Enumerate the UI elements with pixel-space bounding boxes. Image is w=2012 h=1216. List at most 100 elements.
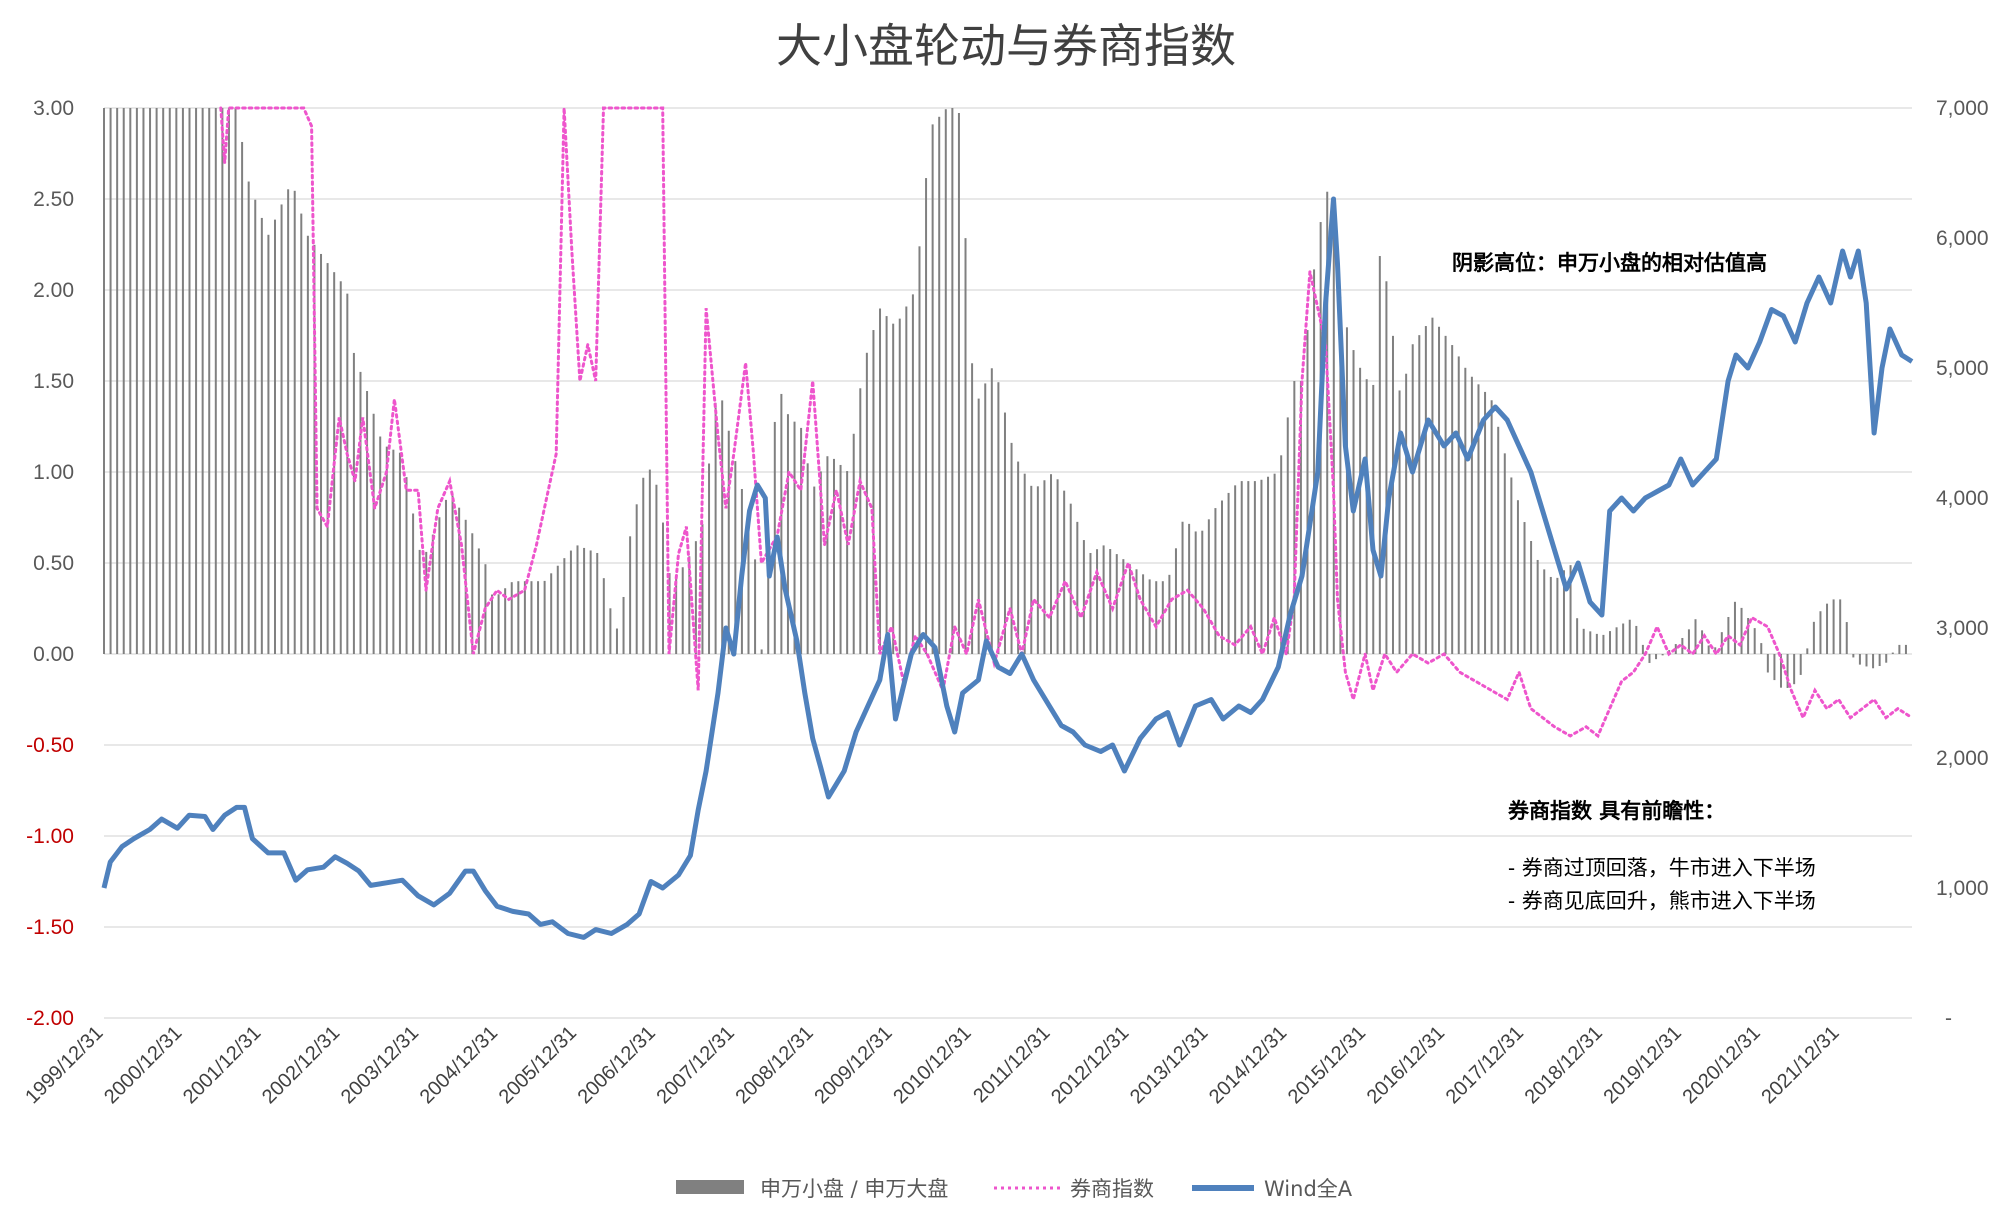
ratio-bar — [1747, 618, 1750, 654]
ratio-bar — [767, 535, 770, 654]
ratio-bar — [1503, 453, 1506, 654]
ratio-bar — [1839, 599, 1842, 654]
ratio-bar — [1385, 281, 1388, 654]
ratio-bar — [1240, 481, 1243, 654]
ratio-bar — [425, 551, 428, 654]
ratio-bar — [313, 244, 316, 654]
ratio-bar — [615, 628, 618, 654]
ratio-bar — [813, 486, 816, 654]
gridlines — [104, 107, 1912, 1019]
ratio-bar — [898, 318, 901, 654]
ratio-bar — [1076, 521, 1079, 654]
ratio-bar — [1168, 574, 1171, 654]
ratio-bar — [734, 461, 737, 654]
ratio-bar — [1451, 345, 1454, 654]
ratio-bar — [1766, 654, 1769, 673]
left-tick-label: -2.00 — [26, 1007, 74, 1030]
ratio-bar — [398, 452, 401, 654]
ratio-bar — [1056, 479, 1059, 654]
right-tick-label: 1,000 — [1936, 877, 1989, 900]
ratio-bars — [103, 108, 1907, 688]
x-tick-label: 2003/12/31 — [337, 1022, 423, 1108]
ratio-bar — [1339, 296, 1342, 654]
ratio-bar — [1898, 644, 1901, 654]
ratio-bar — [1372, 384, 1375, 654]
ratio-bar — [1786, 654, 1789, 688]
ratio-bar — [1753, 628, 1756, 654]
ratio-bar — [1562, 570, 1565, 654]
ratio-bar — [655, 484, 658, 654]
right-tick-label: 6,000 — [1936, 227, 1989, 250]
ratio-bar — [1326, 191, 1329, 654]
ratio-bar — [1602, 634, 1605, 654]
ratio-bar — [116, 108, 119, 654]
right-tick-label: 2,000 — [1936, 747, 1989, 770]
ratio-bar — [1280, 455, 1283, 654]
ratio-bar — [859, 388, 862, 654]
ratio-bar — [122, 108, 125, 654]
ratio-bar — [300, 213, 303, 654]
ratio-bar — [1655, 654, 1658, 660]
ratio-bar — [596, 552, 599, 654]
wind-all-a-line — [101, 196, 1914, 940]
ratio-bar — [1122, 559, 1125, 654]
ratio-bar — [879, 308, 882, 654]
right-axis-ticks: 7,000 6,000 5,000 4,000 3,000 2,000 1,000 - — [1936, 97, 1989, 1030]
right-tick-label: 7,000 — [1936, 97, 1989, 120]
ratio-bar — [1201, 530, 1204, 654]
x-tick-label: 2014/12/31 — [1205, 1022, 1291, 1108]
left-axis-ticks: 3.00 2.50 2.00 1.50 1.00 0.50 0.00 -0.50 -1.00 -1… — [26, 97, 74, 1030]
ratio-bar — [412, 513, 415, 654]
note-mid-line2: - 券商见底回升，熊市进入下半场 — [1508, 889, 1816, 913]
ratio-bar — [1615, 627, 1618, 654]
x-tick-label: 2001/12/31 — [179, 1022, 265, 1108]
ratio-bar — [1641, 644, 1644, 654]
ratio-bar — [306, 235, 309, 655]
ratio-bar — [925, 178, 928, 654]
ratio-bar — [1885, 654, 1888, 663]
ratio-bar — [1431, 317, 1434, 654]
ratio-bar — [1694, 619, 1697, 654]
left-tick-label: 2.50 — [33, 188, 74, 211]
ratio-bar — [1438, 326, 1441, 654]
left-tick-label: 0.50 — [33, 552, 74, 575]
ratio-bar — [379, 436, 382, 654]
broker-index-series — [219, 106, 1914, 739]
x-tick-label: 2005/12/31 — [495, 1022, 581, 1108]
ratio-bar — [451, 495, 454, 654]
ratio-bar — [346, 293, 349, 654]
ratio-bar — [1378, 256, 1381, 654]
ratio-bar — [1484, 391, 1487, 654]
ratio-bar — [1510, 477, 1513, 654]
ratio-bar — [786, 414, 789, 654]
ratio-bar — [530, 581, 533, 654]
ratio-bar — [366, 391, 369, 654]
ratio-bar — [201, 108, 204, 654]
ratio-bar — [497, 594, 500, 654]
ratio-bar — [550, 573, 553, 654]
ratio-bar — [1806, 648, 1809, 654]
ratio-bar — [1253, 481, 1256, 654]
ratio-bar — [918, 246, 921, 654]
x-tick-label: 2012/12/31 — [1047, 1022, 1133, 1108]
ratio-bar — [1464, 367, 1467, 654]
ratio-bar — [339, 281, 342, 654]
ratio-bar — [1299, 381, 1302, 654]
ratio-bar — [642, 477, 645, 654]
ratio-bar — [392, 449, 395, 654]
ratio-bar — [1267, 476, 1270, 654]
ratio-bar — [1155, 581, 1158, 654]
ratio-bar — [1286, 417, 1289, 654]
ratio-bar — [1273, 473, 1276, 654]
ratio-bar — [168, 108, 171, 654]
ratio-bar — [997, 382, 1000, 654]
ratio-bar — [221, 108, 224, 654]
ratio-bar — [832, 458, 835, 654]
ratio-bar — [1687, 629, 1690, 654]
ratio-bar — [287, 189, 290, 654]
ratio-bar — [1043, 480, 1046, 654]
ratio-bar — [648, 469, 651, 654]
ratio-bar — [1799, 654, 1802, 675]
ratio-bar — [1188, 523, 1191, 654]
ratio-bar — [1582, 628, 1585, 654]
